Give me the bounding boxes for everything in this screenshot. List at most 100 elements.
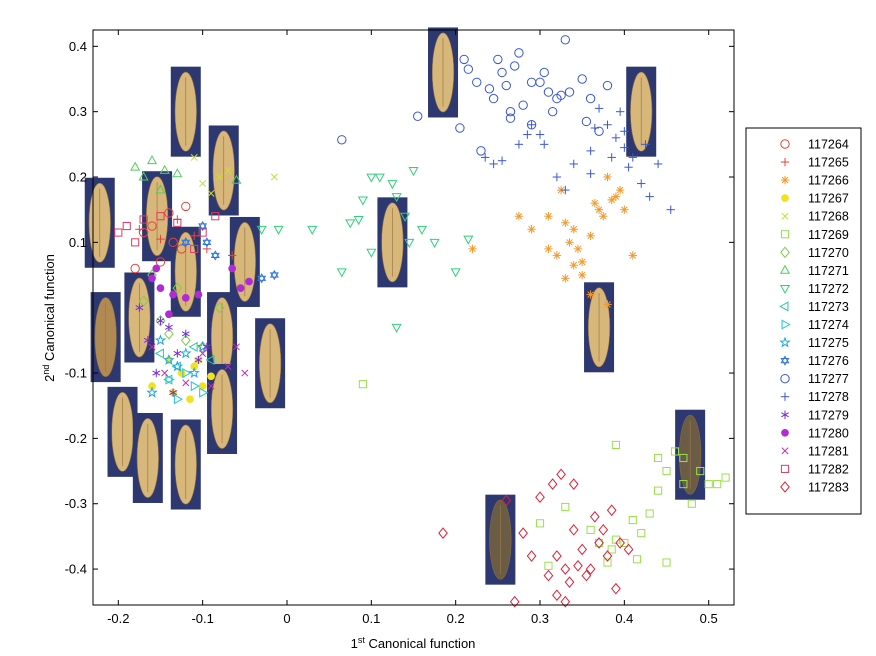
data-point bbox=[560, 595, 571, 608]
legend-entry: 117279 bbox=[781, 408, 849, 422]
data-point bbox=[628, 153, 637, 162]
data-point bbox=[146, 386, 158, 398]
data-point bbox=[156, 316, 165, 325]
data-point bbox=[165, 374, 175, 385]
legend-label: 117274 bbox=[808, 318, 849, 332]
data-point bbox=[257, 273, 267, 284]
data-point bbox=[207, 372, 215, 381]
data-point bbox=[156, 284, 165, 292]
data-point bbox=[168, 237, 178, 248]
legend-marker bbox=[780, 373, 790, 384]
data-point bbox=[568, 478, 579, 490]
data-point bbox=[463, 64, 474, 74]
data-point bbox=[696, 466, 705, 476]
x-tick-label: 0.2 bbox=[447, 611, 465, 626]
data-point bbox=[505, 113, 516, 123]
data-point bbox=[547, 478, 558, 490]
data-point bbox=[236, 284, 245, 292]
data-point bbox=[561, 185, 570, 195]
grain-image bbox=[377, 197, 408, 288]
grain-image bbox=[584, 282, 615, 373]
data-point bbox=[182, 379, 190, 387]
data-point bbox=[573, 244, 583, 254]
legend-marker bbox=[780, 246, 790, 259]
data-point bbox=[544, 561, 553, 570]
data-point bbox=[173, 218, 182, 227]
data-point bbox=[130, 161, 141, 171]
data-point bbox=[307, 225, 318, 235]
data-point bbox=[581, 569, 592, 582]
legend-marker bbox=[781, 212, 789, 220]
data-point bbox=[611, 440, 620, 449]
data-point bbox=[190, 244, 199, 253]
data-point bbox=[654, 453, 663, 463]
data-point bbox=[577, 543, 588, 556]
series-117268 bbox=[190, 153, 278, 197]
data-point bbox=[148, 274, 156, 283]
data-point bbox=[620, 143, 629, 152]
data-point bbox=[607, 195, 616, 205]
data-point bbox=[615, 107, 625, 116]
data-point bbox=[489, 159, 498, 169]
data-point bbox=[623, 543, 634, 556]
legend-entry: 117267 bbox=[781, 192, 849, 206]
data-point bbox=[138, 171, 149, 181]
legend-marker bbox=[781, 194, 789, 203]
series-117281 bbox=[148, 343, 249, 390]
y-tick-label: 0.4 bbox=[69, 39, 87, 54]
legend-label: 117264 bbox=[808, 138, 849, 152]
legend-label: 117268 bbox=[808, 210, 849, 224]
data-point bbox=[565, 238, 574, 247]
data-point bbox=[611, 192, 621, 201]
data-point bbox=[560, 35, 571, 45]
legend-label: 117272 bbox=[808, 282, 849, 296]
data-point bbox=[416, 225, 427, 235]
data-point bbox=[560, 563, 571, 575]
y-tick-label: 0.1 bbox=[69, 235, 87, 250]
legend-entry: 117277 bbox=[780, 372, 849, 386]
data-point bbox=[114, 228, 123, 237]
data-point bbox=[472, 77, 482, 87]
data-point bbox=[602, 550, 613, 562]
y-axis-label: 2nd Canonical function bbox=[41, 254, 57, 382]
grain-image bbox=[170, 226, 201, 317]
data-point bbox=[590, 123, 600, 133]
data-point bbox=[594, 205, 604, 214]
legend-label: 117282 bbox=[808, 462, 849, 476]
x-tick-label: 0.4 bbox=[615, 611, 633, 626]
data-point bbox=[687, 499, 696, 508]
data-point bbox=[202, 342, 211, 352]
series-117269 bbox=[358, 380, 730, 570]
legend-entry: 117266 bbox=[780, 174, 849, 188]
legend-marker bbox=[780, 355, 790, 366]
data-point bbox=[148, 343, 156, 351]
data-point bbox=[156, 212, 165, 221]
legend-label: 117269 bbox=[808, 228, 849, 242]
data-point bbox=[645, 509, 654, 518]
legend-label: 117281 bbox=[808, 444, 849, 458]
data-point bbox=[637, 179, 646, 188]
data-point bbox=[586, 169, 595, 178]
data-point bbox=[180, 334, 191, 347]
data-point bbox=[585, 563, 596, 575]
data-point bbox=[165, 310, 173, 319]
data-point bbox=[391, 323, 402, 333]
data-point bbox=[273, 225, 284, 235]
legend-marker bbox=[781, 447, 789, 455]
data-point bbox=[606, 504, 617, 517]
data-point bbox=[438, 527, 448, 539]
data-point bbox=[589, 510, 600, 523]
data-point bbox=[130, 263, 140, 274]
data-point bbox=[190, 231, 199, 241]
series-117275 bbox=[146, 334, 209, 398]
data-point bbox=[654, 486, 663, 495]
data-point bbox=[666, 205, 675, 214]
data-point bbox=[552, 550, 562, 562]
data-point bbox=[679, 480, 688, 489]
grain-image bbox=[255, 318, 286, 409]
grain-images-layer bbox=[84, 27, 706, 585]
data-point bbox=[269, 269, 279, 281]
data-point bbox=[224, 166, 232, 174]
data-point bbox=[188, 366, 201, 378]
data-point bbox=[256, 225, 267, 235]
